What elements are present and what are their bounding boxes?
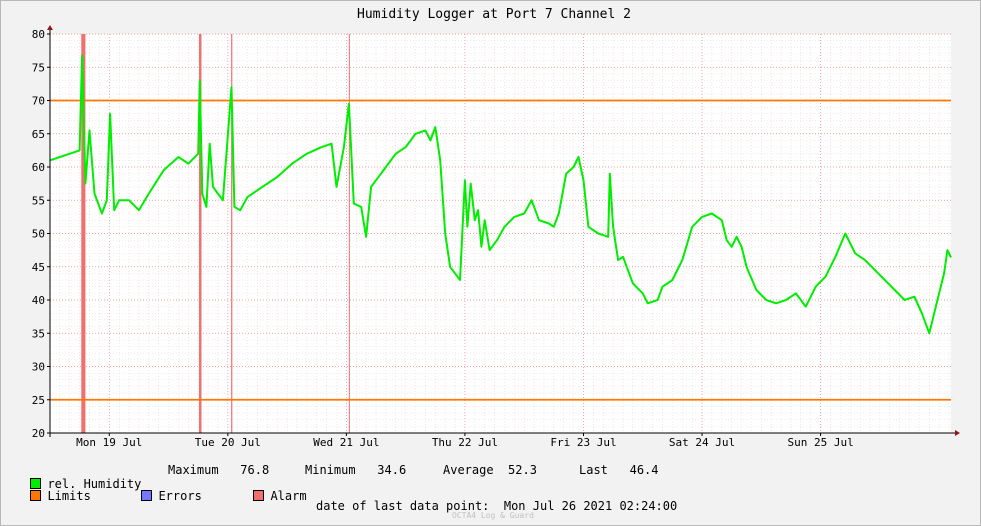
- last-value: 46.4: [629, 463, 659, 477]
- errors-legend-label: Errors: [158, 489, 202, 503]
- y-tick-label: 55: [32, 194, 45, 207]
- alarm-swatch: [253, 490, 265, 501]
- x-tick-label: Thu 22 Jul: [432, 436, 498, 449]
- y-tick-label: 50: [32, 228, 45, 241]
- x-axis-arrow: [955, 430, 960, 436]
- errors-legend: Errors: [127, 475, 202, 503]
- average-value: 52.3: [508, 463, 537, 477]
- limits-swatch: [30, 490, 42, 501]
- alarm-band: [231, 34, 233, 433]
- x-tick-label: Mon 19 Jul: [76, 436, 142, 449]
- y-tick-label: 80: [32, 28, 45, 41]
- last-point-label: date of last data point:: [316, 499, 490, 513]
- alarm-legend-label: Alarm: [270, 489, 307, 503]
- average-label: Average: [443, 463, 494, 477]
- legend-row-1: rel. Humidity: [16, 463, 141, 491]
- y-tick-label: 70: [32, 95, 45, 108]
- last-stat: Last 46.4: [579, 463, 659, 477]
- x-tick-label: Tue 20 Jul: [195, 436, 261, 449]
- y-tick-label: 25: [32, 394, 45, 407]
- alarm-band: [199, 34, 202, 433]
- average-stat: Average 52.3: [443, 463, 537, 477]
- minimum-stat: Minimum 34.6: [305, 463, 406, 477]
- alarm-band: [81, 34, 86, 433]
- y-tick-label: 65: [32, 128, 45, 141]
- y-tick-label: 40: [32, 294, 45, 307]
- errors-swatch: [141, 490, 153, 501]
- maximum-stat: Maximum 76.8: [168, 463, 269, 477]
- humidity-legend-label: rel. Humidity: [47, 477, 142, 491]
- last-data-point: date of last data point: Mon Jul 26 2021…: [316, 499, 677, 513]
- x-tick-label: Wed 21 Jul: [313, 436, 379, 449]
- x-tick-label: Fri 23 Jul: [550, 436, 616, 449]
- limits-legend: Limits: [16, 475, 91, 503]
- chart-title: Humidity Logger at Port 7 Channel 2: [357, 7, 631, 22]
- maximum-label: Maximum: [168, 463, 219, 477]
- watermark: OCTA4 Log & Guard: [452, 511, 534, 520]
- y-tick-label: 20: [32, 427, 45, 440]
- y-tick-label: 75: [32, 61, 45, 74]
- y-axis-arrow: [47, 25, 53, 30]
- humidity-series-line: [49, 54, 952, 335]
- minimum-label: Minimum: [305, 463, 356, 477]
- alarm-legend: Alarm: [239, 475, 307, 503]
- x-tick-label: Sun 25 Jul: [787, 436, 853, 449]
- minimum-value: 34.6: [377, 463, 407, 477]
- y-tick-label: 30: [32, 361, 45, 374]
- humidity-swatch: [30, 478, 42, 489]
- limits-legend-label: Limits: [47, 489, 91, 503]
- last-point-value: Mon Jul 26 2021 02:24:00: [503, 499, 678, 513]
- y-tick-label: 45: [32, 261, 45, 274]
- alarm-band: [348, 34, 350, 433]
- maximum-value: 76.8: [240, 463, 270, 477]
- y-tick-label: 60: [32, 161, 45, 174]
- x-tick-label: Sat 24 Jul: [669, 436, 735, 449]
- y-tick-label: 35: [32, 327, 45, 340]
- last-label: Last: [579, 463, 608, 477]
